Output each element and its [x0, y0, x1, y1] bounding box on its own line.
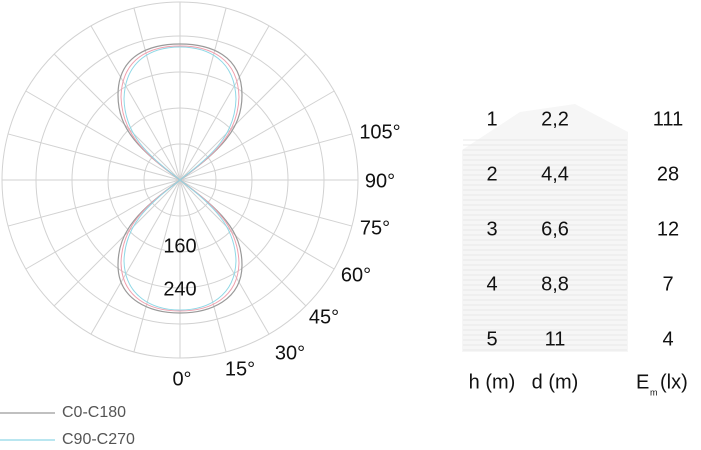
cone [462, 104, 628, 352]
column-header: (lx) [660, 371, 688, 393]
table-cell: 8,8 [541, 273, 569, 295]
legend-label: C90-C270 [62, 431, 135, 448]
column-header-sub: m [650, 387, 658, 397]
table-cell: 28 [657, 163, 679, 185]
table-cell: 2,2 [541, 108, 569, 130]
grid-spoke [133, 7, 181, 181]
grid-spoke [179, 25, 270, 181]
grid-spoke [7, 133, 181, 181]
grid-spoke [25, 90, 181, 181]
angle-label: 90° [365, 170, 395, 192]
grid-spoke [179, 179, 227, 353]
table-cell: 4 [662, 328, 673, 350]
grid-spoke [179, 179, 335, 270]
grid-spoke [179, 53, 307, 181]
table-cell: 12 [657, 218, 679, 240]
grid-spoke [90, 179, 181, 335]
polar-grid [1, 1, 359, 359]
table-cell: 7 [662, 273, 673, 295]
radial-label: 240 [163, 278, 196, 300]
grid-spoke [90, 25, 181, 181]
grid-spoke [25, 179, 181, 270]
table-cell: 6,6 [541, 218, 569, 240]
grid-spoke [179, 90, 335, 181]
legend-label: C0-C180 [62, 404, 126, 421]
grid-spoke [133, 179, 181, 353]
grid-spoke [53, 53, 181, 181]
angle-label: 105° [359, 121, 400, 143]
grid-spoke [179, 179, 307, 307]
table-cell: 4 [486, 273, 497, 295]
table-cell: 5 [486, 328, 497, 350]
angle-label: 45° [309, 306, 339, 328]
column-header: E [636, 371, 649, 393]
grid-spoke [179, 179, 270, 335]
table-cell: 1 [486, 108, 497, 130]
grid-spoke [179, 179, 353, 227]
radial-label: 160 [163, 235, 196, 257]
column-header: h (m) [469, 371, 516, 393]
table-cell: 4,4 [541, 163, 569, 185]
grid-spoke [179, 133, 353, 181]
grid-spoke [7, 179, 181, 227]
angle-label: 30° [275, 342, 305, 364]
angle-label: 0° [172, 368, 191, 390]
table-cell: 2 [486, 163, 497, 185]
curve-c90-c270 [123, 46, 237, 311]
grid-spoke [53, 179, 181, 307]
column-header: d (m) [532, 371, 579, 393]
angle-label: 15° [225, 358, 255, 380]
angle-label: 75° [360, 217, 390, 239]
table-cell: 3 [486, 218, 497, 240]
angle-label: 60° [341, 264, 371, 286]
table-cell: 111 [653, 108, 683, 130]
table-cell: 11 [545, 328, 566, 350]
grid-spoke [179, 7, 227, 181]
